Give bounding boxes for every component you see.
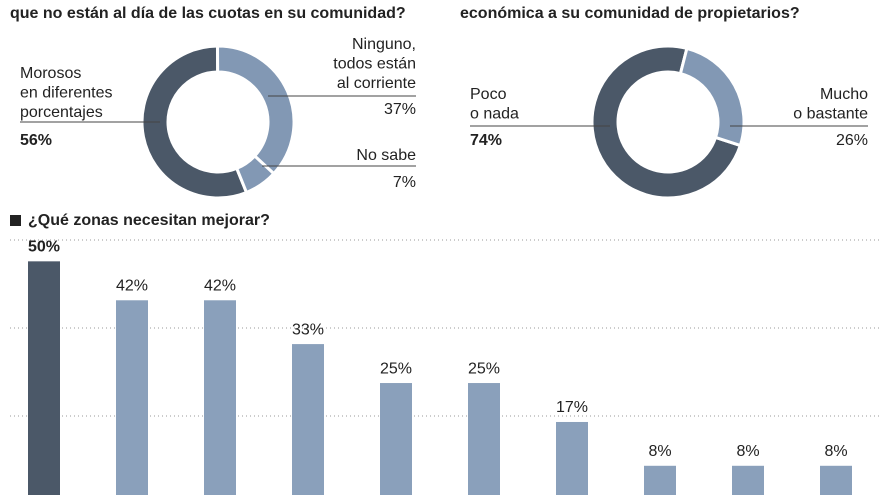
donut-segment <box>140 44 249 200</box>
value-label: 25% <box>380 360 412 377</box>
segment-label: Morosos <box>20 65 81 82</box>
segment-label: porcentajes <box>20 104 103 121</box>
value-label: 33% <box>292 321 324 338</box>
chart-title: económica a su comunidad de propietarios… <box>460 5 800 22</box>
value-label: 7% <box>393 174 416 191</box>
segment-label: Poco <box>470 86 507 103</box>
value-label: 8% <box>648 443 671 460</box>
bar <box>556 421 588 495</box>
bar <box>468 383 500 495</box>
segment-label: al corriente <box>337 75 416 92</box>
donut-segment <box>590 44 743 200</box>
chart-title: ¿Qué zonas necesitan mejorar? <box>28 212 270 229</box>
bar <box>28 261 60 495</box>
bar <box>732 465 764 495</box>
value-label: 37% <box>384 101 416 118</box>
bar <box>380 383 412 495</box>
segment-label: Ninguno, <box>352 36 416 53</box>
segment-label: en diferentes <box>20 85 113 102</box>
donut-segment <box>234 153 276 195</box>
value-label: 56% <box>20 132 52 149</box>
value-label: 8% <box>824 443 847 460</box>
segment-label: No sabe <box>356 147 416 164</box>
bar <box>204 300 236 495</box>
segment-label: o bastante <box>793 106 868 123</box>
bar <box>116 300 148 495</box>
value-label: 17% <box>556 399 588 416</box>
bar <box>292 344 324 495</box>
title-marker <box>10 215 21 226</box>
bar <box>644 465 676 495</box>
chart-title: que no están al día de las cuotas en su … <box>10 5 406 22</box>
donut-segment <box>678 46 746 148</box>
value-label: 26% <box>836 132 868 149</box>
segment-label: o nada <box>470 106 519 123</box>
value-label: 25% <box>468 360 500 377</box>
donut-segment <box>215 44 296 176</box>
value-label: 74% <box>470 132 502 149</box>
segment-label: todos están <box>333 56 416 73</box>
value-label: 42% <box>204 278 236 295</box>
segment-label: Mucho <box>820 86 868 103</box>
bar <box>820 465 852 495</box>
value-label: 8% <box>736 443 759 460</box>
value-label: 42% <box>116 278 148 295</box>
value-label: 50% <box>28 239 60 256</box>
